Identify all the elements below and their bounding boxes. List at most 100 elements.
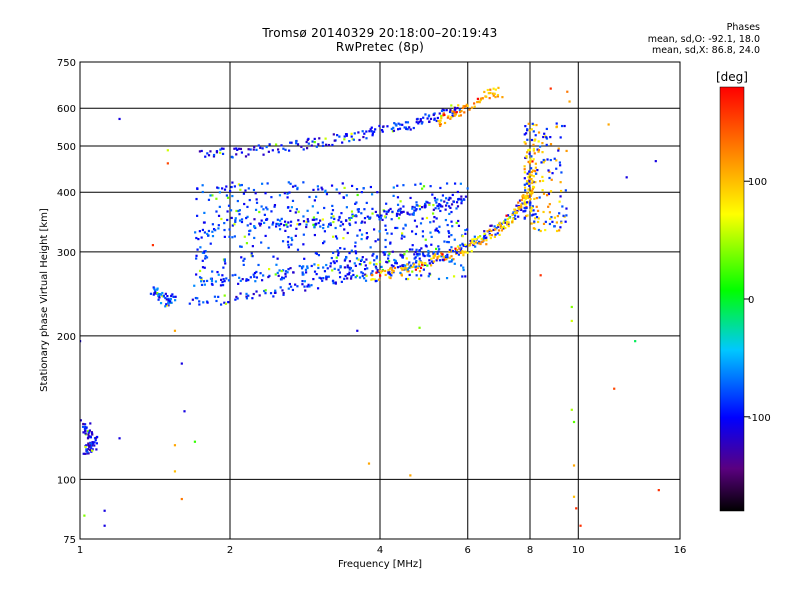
data-point — [331, 204, 334, 208]
data-point — [489, 88, 492, 91]
data-point — [434, 229, 437, 232]
data-point — [345, 206, 348, 209]
data-point — [301, 283, 304, 286]
data-point — [543, 132, 546, 135]
data-point — [245, 297, 249, 300]
data-point — [546, 158, 549, 161]
data-point — [392, 194, 395, 197]
data-point — [273, 203, 277, 207]
data-point — [477, 240, 481, 243]
data-point — [251, 297, 254, 300]
data-point — [459, 198, 463, 201]
data-point — [84, 425, 87, 429]
data-point — [285, 223, 288, 226]
data-point — [523, 141, 526, 144]
data-point — [287, 149, 291, 152]
data-point — [378, 230, 381, 233]
data-point — [397, 122, 400, 125]
data-point — [370, 272, 373, 275]
x-axis-ticks: 1 2 4 6 8 10 16 — [77, 545, 687, 556]
data-point — [411, 248, 414, 251]
data-point — [262, 274, 265, 277]
data-point — [495, 227, 498, 230]
data-point — [195, 257, 198, 260]
data-point — [438, 124, 442, 127]
data-point — [440, 252, 443, 255]
data-point — [264, 289, 267, 292]
data-point — [459, 110, 462, 114]
data-point — [539, 274, 542, 277]
data-point — [445, 258, 448, 261]
data-point — [441, 194, 445, 197]
data-point — [449, 206, 452, 210]
data-point — [397, 128, 400, 131]
data-point — [367, 462, 371, 465]
data-point — [529, 201, 532, 204]
data-point — [531, 169, 535, 172]
data-point — [451, 193, 454, 197]
data-point — [348, 140, 351, 143]
data-point — [512, 217, 515, 220]
data-point — [392, 265, 395, 268]
data-point — [547, 205, 550, 208]
data-point — [516, 209, 519, 213]
data-point — [311, 140, 314, 143]
data-point — [248, 198, 251, 202]
data-point — [408, 248, 412, 251]
data-point — [272, 221, 275, 224]
x-tick-label: 1 — [77, 545, 83, 556]
data-point — [472, 238, 475, 241]
data-point — [431, 193, 434, 196]
data-point — [378, 269, 381, 273]
data-point — [438, 225, 441, 228]
data-point — [471, 238, 474, 241]
data-point — [223, 221, 226, 225]
data-point — [441, 253, 444, 256]
data-point — [228, 228, 231, 231]
data-point — [401, 232, 404, 235]
data-point — [560, 221, 563, 224]
data-point — [448, 248, 451, 252]
data-point — [447, 230, 450, 233]
data-point — [360, 271, 363, 274]
data-point — [374, 128, 377, 131]
data-point — [331, 209, 335, 212]
data-point — [342, 237, 345, 240]
data-point — [442, 112, 445, 115]
colorbar-unit: [deg] — [716, 70, 748, 84]
data-point — [84, 432, 87, 435]
data-point — [371, 270, 374, 273]
data-point — [89, 441, 92, 444]
data-point — [247, 294, 250, 297]
data-point — [87, 442, 90, 445]
data-point — [528, 177, 531, 181]
data-point — [313, 140, 316, 144]
data-point — [195, 236, 198, 240]
data-point — [345, 194, 348, 197]
data-point — [379, 274, 382, 277]
data-point — [530, 214, 534, 217]
data-point — [93, 441, 96, 444]
data-point — [421, 230, 425, 233]
data-point — [385, 202, 388, 205]
data-point — [555, 125, 558, 128]
data-point — [441, 258, 444, 261]
data-point — [87, 431, 90, 434]
data-point — [333, 217, 336, 221]
data-point — [532, 130, 535, 133]
data-point — [447, 115, 450, 118]
data-point — [395, 262, 398, 265]
data-point — [411, 244, 414, 247]
data-point — [255, 198, 258, 201]
data-point — [481, 97, 484, 100]
data-point — [218, 191, 221, 194]
data-point — [266, 217, 269, 221]
data-point — [289, 267, 292, 270]
data-point — [375, 255, 379, 258]
data-point — [448, 260, 451, 263]
data-point — [198, 269, 202, 273]
data-point — [215, 197, 218, 200]
data-point — [82, 452, 85, 455]
data-point — [343, 228, 346, 231]
data-point — [541, 142, 544, 145]
